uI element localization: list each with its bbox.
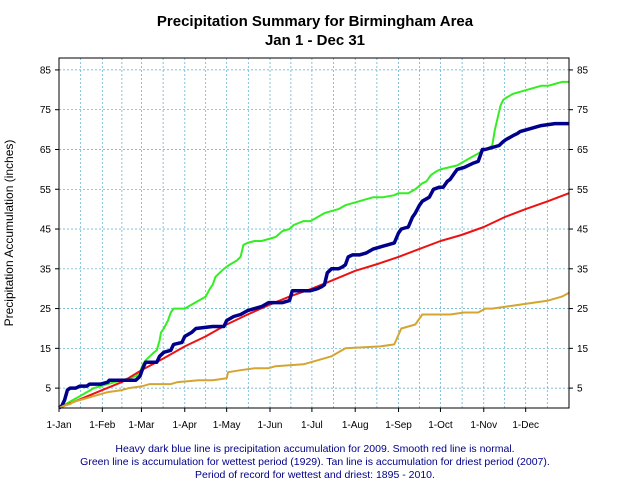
x-axis: 1-Jan 1-Feb 1-Mar 1-Apr 1-May 1-Jun 1-Jul 1-Aug… (46, 408, 539, 431)
y-tick-label-right: 85 (577, 65, 589, 76)
x-tick-label: 1-Nov (470, 420, 497, 431)
x-tick-label: 1-Mar (128, 420, 155, 431)
y-tick-label-right: 5 (577, 384, 583, 395)
y-tick-label: 65 (40, 145, 52, 156)
x-tick-label: 1-Aug (342, 420, 369, 431)
grid-lines (59, 58, 569, 408)
y-tick-label-right: 35 (577, 264, 589, 275)
plot-frame (58, 57, 570, 409)
x-tick-label: 1-Jan (46, 420, 71, 431)
y-tick-label-right: 75 (577, 105, 589, 116)
y-tick-label: 85 (40, 65, 52, 76)
x-tick-label: 1-Apr (173, 420, 198, 431)
y-tick-label: 15 (40, 344, 52, 355)
y-tick-label: 5 (45, 384, 51, 395)
x-tick-label: 1-Oct (428, 420, 453, 431)
chart-subtitle: Jan 1 - Dec 31 (265, 32, 365, 49)
series-lines (57, 80, 570, 410)
y-tick-label-right: 55 (577, 185, 589, 196)
y-tick-label-right: 45 (577, 225, 589, 236)
y-tick-label: 75 (40, 105, 52, 116)
caption-line-3: Period of record for wettest and driest:… (195, 469, 435, 481)
x-tick-label: 1-Sep (385, 420, 412, 431)
y-tick-label-right: 15 (577, 344, 589, 355)
series-line-wettest (58, 80, 569, 409)
series-line-year2009 (57, 121, 569, 410)
x-tick-label: 1-Feb (89, 420, 116, 431)
caption-line-1: Heavy dark blue line is precipitation ac… (115, 443, 514, 455)
y-tick-label: 25 (40, 304, 52, 315)
y-tick-label: 45 (40, 225, 52, 236)
series-line-driest (58, 291, 570, 409)
caption-line-2: Green line is accumulation for wettest p… (80, 456, 550, 468)
x-tick-label: 1-Dec (512, 420, 539, 431)
y-tick-label-right: 25 (577, 304, 589, 315)
chart-title: Precipitation Summary for Birmingham Are… (157, 13, 474, 30)
y-axis-right: 5 15 25 35 45 55 65 75 85 (569, 65, 589, 395)
y-tick-label-right: 65 (577, 145, 589, 156)
y-axis-left: 5 15 25 35 45 55 65 75 85 (40, 65, 59, 395)
y-tick-label: 55 (40, 185, 52, 196)
x-tick-label: 1-Jun (257, 420, 282, 431)
y-tick-label: 35 (40, 264, 52, 275)
y-axis-label: Precipitation Accumulation (inches) (2, 140, 16, 327)
x-tick-label: 1-May (213, 420, 241, 431)
x-tick-label: 1-Jul (301, 420, 323, 431)
